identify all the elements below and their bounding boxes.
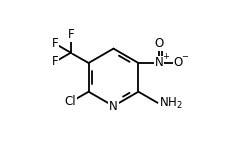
Text: Cl: Cl <box>64 95 76 108</box>
Text: O: O <box>154 37 163 50</box>
Text: +: + <box>162 52 168 61</box>
Text: N: N <box>109 100 118 113</box>
Text: N: N <box>155 57 163 70</box>
Text: F: F <box>67 28 74 41</box>
Text: NH$_2$: NH$_2$ <box>159 96 183 111</box>
Text: O: O <box>173 57 183 70</box>
Text: F: F <box>52 37 58 50</box>
Text: F: F <box>52 55 58 68</box>
Text: −: − <box>181 52 188 61</box>
